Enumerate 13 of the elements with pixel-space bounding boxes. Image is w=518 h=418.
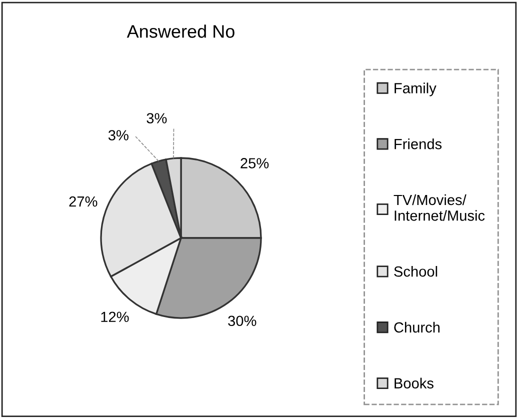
- legend-label: Family: [394, 82, 436, 96]
- legend-label: Friends: [394, 138, 442, 150]
- legend-label: School: [394, 266, 438, 277]
- data-label: 3%: [108, 130, 128, 140]
- legend-label: Books: [394, 378, 434, 388]
- data-label: 3%: [146, 113, 167, 124]
- data-label: 12%: [101, 312, 129, 322]
- data-label: 27%: [69, 196, 98, 207]
- data-label: 25%: [240, 158, 269, 168]
- chart-title: Answered No: [126, 24, 234, 38]
- legend-label: TV/Movies/ Internet/Music: [394, 194, 485, 221]
- legend-label: Church: [394, 322, 440, 333]
- data-label: 30%: [228, 316, 256, 326]
